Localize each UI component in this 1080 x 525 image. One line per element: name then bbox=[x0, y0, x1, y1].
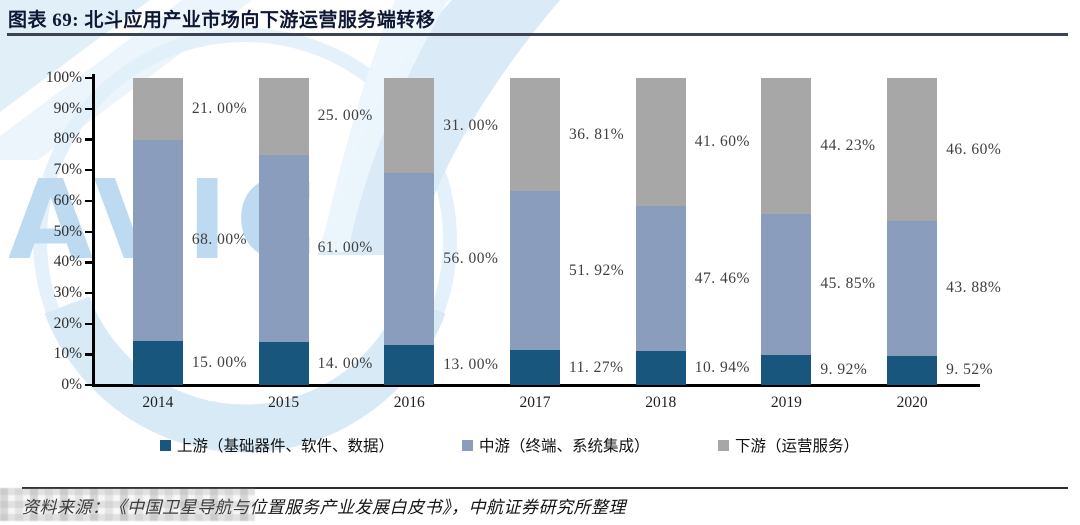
bar-2018-upstream bbox=[635, 351, 686, 385]
bar-2018-midstream bbox=[635, 205, 686, 352]
bar-2019-downstream bbox=[761, 78, 812, 214]
y-tick-mark bbox=[85, 384, 92, 387]
legend-swatch-upstream bbox=[160, 439, 171, 451]
x-axis-label-2019: 2019 bbox=[770, 394, 802, 411]
data-label-2015-upstream: 14. 00% bbox=[317, 354, 373, 372]
y-tick-mark bbox=[85, 107, 92, 111]
bar-2020-downstream bbox=[887, 78, 938, 222]
bar-2017-downstream bbox=[510, 78, 560, 191]
y-tick-mark bbox=[85, 291, 92, 295]
legend-label-upstream: 上游（基础器件、软件、数据） bbox=[177, 438, 395, 455]
y-tick-label: 50% bbox=[53, 222, 82, 240]
y-tick-label: 20% bbox=[53, 314, 82, 332]
legend-item-downstream: 下游（运营服务） bbox=[718, 434, 859, 456]
y-tick-mark bbox=[85, 261, 92, 264]
y-axis-line bbox=[92, 74, 95, 387]
x-axis-label-2017: 2017 bbox=[519, 394, 551, 411]
y-tick-label: 30% bbox=[53, 283, 82, 301]
data-label-2014-midstream: 68. 00% bbox=[191, 231, 248, 249]
data-label-2020-midstream: 43. 88% bbox=[946, 279, 1002, 297]
data-label-2017-upstream: 11. 27% bbox=[569, 358, 624, 376]
bar-2019-upstream bbox=[761, 354, 812, 385]
data-label-2014-downstream: 21. 00% bbox=[191, 99, 248, 117]
x-axis-label-2016: 2016 bbox=[393, 394, 425, 411]
bar-2017-upstream bbox=[510, 350, 560, 385]
data-label-2018-upstream: 10. 94% bbox=[694, 359, 750, 377]
data-label-2016-midstream: 56. 00% bbox=[443, 250, 499, 268]
data-label-2018-midstream: 47. 46% bbox=[694, 269, 750, 287]
y-tick-label: 90% bbox=[53, 99, 82, 117]
y-tick-mark bbox=[85, 353, 92, 356]
y-tick-mark bbox=[85, 322, 92, 325]
bar-2014-downstream bbox=[132, 78, 183, 140]
data-label-2019-upstream: 9. 92% bbox=[820, 360, 868, 378]
footer-divider bbox=[22, 487, 1068, 489]
legend-item-midstream: 中游（终端、系统集成） bbox=[462, 434, 650, 456]
data-label-2014-upstream: 15. 00% bbox=[191, 353, 248, 371]
bar-2015-downstream bbox=[258, 78, 309, 155]
bar-2019-midstream bbox=[761, 213, 812, 355]
data-label-2016-downstream: 31. 00% bbox=[443, 116, 499, 134]
bar-2014-upstream bbox=[132, 340, 183, 385]
bar-2016-downstream bbox=[384, 78, 435, 174]
bar-2014-midstream bbox=[132, 139, 183, 341]
data-label-2015-midstream: 61. 00% bbox=[317, 239, 373, 257]
legend-swatch-midstream bbox=[462, 439, 473, 451]
data-label-2020-upstream: 9. 52% bbox=[946, 361, 994, 379]
legend-swatch-downstream bbox=[718, 439, 729, 451]
bar-2015-midstream bbox=[258, 154, 309, 343]
data-label-2017-downstream: 36. 81% bbox=[569, 125, 625, 143]
legend-label-midstream: 中游（终端、系统集成） bbox=[479, 438, 650, 455]
y-tick-label: 10% bbox=[53, 345, 82, 363]
y-tick-mark bbox=[85, 230, 92, 233]
y-tick-label: 70% bbox=[53, 161, 82, 179]
y-tick-label: 0% bbox=[61, 376, 82, 393]
pixelated-watermark bbox=[0, 488, 255, 521]
x-axis-line bbox=[92, 383, 980, 387]
y-tick-label: 60% bbox=[53, 191, 82, 209]
data-label-2016-upstream: 13. 00% bbox=[443, 356, 499, 374]
y-tick-mark bbox=[85, 77, 92, 80]
data-label-2019-midstream: 45. 85% bbox=[820, 275, 876, 293]
data-label-2018-downstream: 41. 60% bbox=[694, 132, 750, 150]
y-tick-mark bbox=[85, 199, 92, 203]
x-axis-label-2014: 2014 bbox=[142, 394, 174, 411]
bar-2015-upstream bbox=[258, 342, 309, 385]
bar-2016-midstream bbox=[384, 173, 435, 346]
x-axis-label-2015: 2015 bbox=[268, 394, 300, 411]
bar-2018-downstream bbox=[635, 78, 686, 206]
y-tick-label: 40% bbox=[53, 253, 82, 271]
bar-2017-midstream bbox=[510, 191, 560, 351]
bar-2020-upstream bbox=[887, 355, 938, 385]
data-label-2015-downstream: 25. 00% bbox=[317, 107, 373, 125]
x-axis-label-2020: 2020 bbox=[896, 394, 928, 411]
y-tick-mark bbox=[85, 138, 92, 141]
data-label-2019-downstream: 44. 23% bbox=[820, 136, 876, 154]
bar-2020-midstream bbox=[887, 221, 938, 356]
data-label-2020-downstream: 46. 60% bbox=[946, 140, 1002, 158]
data-label-2017-midstream: 51. 92% bbox=[569, 261, 625, 279]
y-tick-label: 100% bbox=[45, 69, 82, 86]
source-note: 资料来源：《中国卫星导航与位置服务产业发展白皮书》，中航证券研究所整理 bbox=[22, 498, 626, 517]
y-tick-mark bbox=[85, 169, 92, 172]
legend-item-upstream: 上游（基础器件、软件、数据） bbox=[160, 434, 394, 456]
title-underline bbox=[7, 33, 1068, 36]
bar-2016-upstream bbox=[384, 345, 435, 385]
y-tick-label: 80% bbox=[53, 130, 82, 148]
figure-title: 图表 69: 北斗应用产业市场向下游运营服务端转移 bbox=[8, 10, 436, 31]
x-axis-label-2018: 2018 bbox=[645, 394, 677, 411]
legend-label-downstream: 下游（运营服务） bbox=[735, 438, 860, 455]
